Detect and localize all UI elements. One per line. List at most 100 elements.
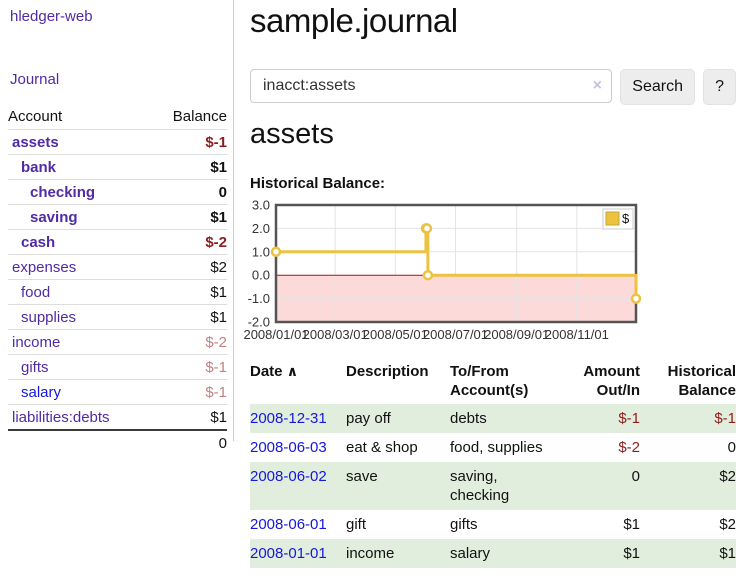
transaction-amount: $1: [623, 545, 640, 562]
account-row: saving $1: [8, 204, 227, 229]
register-table: Date ∧ Description To/From Account(s) Amo…: [250, 360, 736, 568]
transaction-accounts: saving, checking: [450, 468, 510, 504]
account-row: gifts $-1: [8, 354, 227, 379]
account-row: cash $-2: [8, 229, 227, 254]
account-row: expenses $2: [8, 254, 227, 279]
main-content: sample.journal × Search ? assets Histori…: [243, 0, 736, 582]
transaction-date-link[interactable]: 2008-12-31: [250, 410, 327, 427]
accounts-total-row: 0: [8, 429, 227, 455]
accounts-total-value: 0: [218, 434, 227, 452]
sidebar-account-expenses[interactable]: expenses: [12, 258, 77, 276]
sidebar-account-liabilities-debts[interactable]: liabilities:debts: [12, 408, 110, 426]
account-balance: $2: [210, 258, 227, 276]
account-balance: $1: [210, 208, 227, 226]
svg-text:2008/03/01: 2008/03/01: [303, 327, 368, 342]
account-balance: $1: [210, 158, 227, 176]
transaction-description: eat & shop: [346, 439, 418, 456]
svg-text:-1.0: -1.0: [248, 291, 270, 306]
sidebar-account-gifts[interactable]: gifts: [21, 358, 49, 376]
account-row: checking 0: [8, 179, 227, 204]
svg-text:0.0: 0.0: [252, 268, 270, 283]
account-balance: $1: [210, 308, 227, 326]
sidebar-account-cash[interactable]: cash: [21, 233, 56, 251]
chart-title: Historical Balance:: [250, 175, 386, 192]
historical-balance-chart: $3.0 2.0 1.0 0.0 -1.0 -2.0 2008/01/01 2008/03/0…: [243, 197, 660, 347]
account-column-header: Account: [8, 107, 63, 125]
sidebar-account-supplies[interactable]: supplies: [21, 308, 77, 326]
transaction-balance: $1: [719, 545, 736, 562]
svg-text:2.0: 2.0: [252, 221, 270, 236]
account-row: income $-2: [8, 329, 227, 354]
transaction-balance: $-1: [714, 410, 736, 427]
transaction-date-link[interactable]: 2008-06-02: [250, 468, 327, 485]
svg-text:2008/01/01: 2008/01/01: [243, 327, 308, 342]
account-row: supplies $1: [8, 304, 227, 329]
account-row: assets $-1: [8, 129, 227, 154]
account-balance: $-2: [205, 233, 227, 251]
accounts-column-header: To/From Account(s): [450, 363, 529, 399]
transaction-date-link[interactable]: 2008-01-01: [250, 545, 327, 562]
date-column-header[interactable]: Date ∧: [250, 363, 299, 380]
transaction-balance: 0: [727, 439, 736, 456]
transaction-accounts: food, supplies: [450, 439, 543, 456]
svg-text:2008/07/01: 2008/07/01: [423, 327, 488, 342]
register-row: 2008-06-02 save saving, checking 0 $2: [250, 462, 736, 510]
svg-text:3.0: 3.0: [252, 198, 270, 213]
transaction-balance: $2: [719, 468, 736, 485]
account-row: bank $1: [8, 154, 227, 179]
account-balance: $1: [210, 283, 227, 301]
amount-column-header: Amount Out/In: [583, 363, 640, 399]
sidebar-account-income[interactable]: income: [12, 333, 61, 351]
search-button[interactable]: Search: [620, 69, 696, 105]
transaction-description: gift: [346, 516, 367, 533]
account-balance: $-1: [205, 133, 227, 151]
transaction-date-link[interactable]: 2008-06-01: [250, 516, 327, 533]
svg-text:$: $: [622, 211, 630, 226]
transaction-amount: $1: [623, 516, 640, 533]
clear-search-icon[interactable]: ×: [592, 77, 602, 94]
sidebar: hledger-web Journal Account Balance asse…: [0, 0, 234, 452]
svg-text:2008/05/01: 2008/05/01: [363, 327, 428, 342]
app-title-link[interactable]: hledger-web: [10, 8, 93, 25]
svg-text:2008/09/01: 2008/09/01: [484, 327, 549, 342]
sidebar-account-checking[interactable]: checking: [30, 183, 96, 201]
register-row: 2008-06-01 gift gifts $1 $2: [250, 510, 736, 539]
transaction-description: pay off: [346, 410, 391, 427]
transaction-accounts: salary: [450, 545, 491, 562]
svg-text:1.0: 1.0: [252, 244, 270, 259]
account-row: liabilities:debts $1: [8, 404, 227, 429]
sort-ascending-icon: ∧: [286, 363, 299, 379]
page-title: sample.journal: [250, 2, 458, 39]
svg-text:-2.0: -2.0: [248, 315, 270, 330]
account-balance: $-2: [205, 333, 227, 351]
sidebar-account-food[interactable]: food: [21, 283, 51, 301]
search-bar: × Search ?: [250, 69, 736, 105]
account-balance: 0: [218, 183, 227, 201]
sidebar-account-assets[interactable]: assets: [12, 133, 59, 151]
sidebar-account-salary[interactable]: salary: [21, 383, 62, 401]
transaction-amount: 0: [631, 468, 640, 485]
sidebar-account-saving[interactable]: saving: [30, 208, 78, 226]
sidebar-item-journal[interactable]: Journal: [10, 71, 60, 88]
accounts-table: Account Balance assets $-1 bank $1 check…: [8, 103, 227, 455]
account-heading: assets: [250, 118, 334, 150]
description-column-header: Description: [346, 363, 429, 380]
help-button[interactable]: ?: [703, 69, 736, 105]
account-row: salary $-1: [8, 379, 227, 404]
account-balance: $-1: [205, 383, 227, 401]
transaction-description: income: [346, 545, 395, 562]
balance-column-header: Historical Balance: [667, 363, 736, 399]
search-input[interactable]: [250, 69, 612, 103]
sidebar-account-bank[interactable]: bank: [21, 158, 57, 176]
account-balance: $-1: [205, 358, 227, 376]
account-row: food $1: [8, 279, 227, 304]
register-header-row: Date ∧ Description To/From Account(s) Amo…: [250, 360, 736, 404]
balance-column-header: Balance: [172, 107, 227, 125]
accounts-table-header: Account Balance: [8, 103, 227, 129]
transaction-date-link[interactable]: 2008-06-03: [250, 439, 327, 456]
svg-text:2008/11/01: 2008/11/01: [545, 327, 609, 342]
transaction-accounts: gifts: [450, 516, 478, 533]
register-row: 2008-06-03 eat & shop food, supplies $-2…: [250, 433, 736, 462]
register-row: 2008-01-01 income salary $1 $1: [250, 539, 736, 568]
chart-canvas: $3.0 2.0 1.0 0.0 -1.0 -2.02008/01/012008/03/0…: [243, 198, 642, 342]
